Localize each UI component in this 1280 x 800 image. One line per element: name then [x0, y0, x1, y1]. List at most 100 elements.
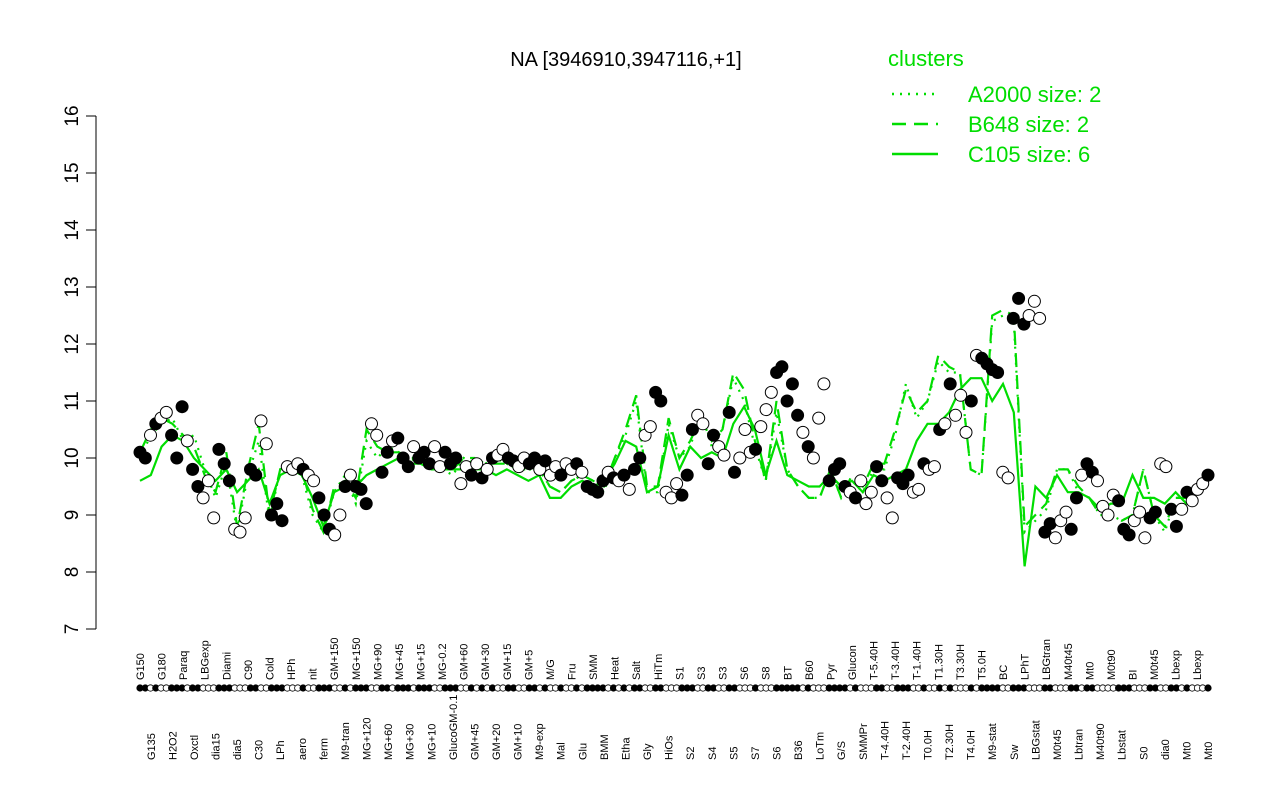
data-point — [275, 514, 289, 528]
x-tick-label: GM+10 — [513, 724, 525, 760]
data-point — [249, 468, 263, 482]
data-point — [201, 474, 215, 488]
data-point — [380, 445, 394, 459]
data-point — [186, 462, 200, 476]
data-point — [159, 405, 173, 419]
data-point — [480, 462, 494, 476]
x-tick-label: BC — [998, 665, 1010, 680]
y-tick-label: 15 — [62, 162, 83, 183]
data-point — [949, 408, 962, 422]
x-tick-label: Glucon — [847, 645, 859, 680]
data-point — [1027, 294, 1041, 308]
data-point — [633, 451, 647, 465]
data-point — [428, 440, 442, 454]
x-tick-label: M9-tran — [340, 722, 352, 760]
data-point — [359, 497, 373, 511]
data-point — [470, 457, 484, 471]
x-tick-label: SMM — [588, 654, 600, 680]
x-tick-label: LBGstat — [1030, 720, 1042, 760]
x-tick-label: G180 — [157, 653, 169, 680]
data-point — [207, 511, 221, 525]
data-point — [675, 488, 689, 502]
data-point — [685, 423, 699, 436]
data-point — [1006, 311, 1020, 325]
data-point — [701, 457, 715, 471]
x-tick-label: H2O2 — [167, 731, 179, 760]
x-tick-label: S6 — [739, 667, 751, 680]
x-tick-label: dia5 — [232, 739, 244, 760]
data-point — [1159, 460, 1173, 474]
data-point — [328, 528, 342, 542]
x-tick-label: S3 — [696, 667, 708, 680]
x-tick-label: G/S — [836, 741, 848, 760]
data-point — [912, 482, 926, 496]
data-point — [864, 485, 878, 499]
data-point — [317, 508, 331, 522]
data-point — [254, 414, 268, 428]
data-point — [1091, 474, 1104, 488]
data-point — [628, 462, 641, 476]
data-point — [1148, 505, 1162, 519]
x-tick-label: B36 — [793, 740, 805, 760]
x-tick-label: GM+5 — [523, 650, 535, 680]
y-tick-label: 14 — [62, 219, 83, 241]
x-tick-label: S1 — [674, 667, 686, 680]
x-tick-label: GM+15 — [502, 644, 514, 680]
legend-label: C105 size: 6 — [968, 142, 1090, 167]
x-tick-label: Sw — [1009, 745, 1021, 760]
x-tick-label: MG+15 — [415, 644, 427, 680]
x-tick-label: Heat — [610, 657, 622, 680]
data-point — [617, 468, 631, 482]
data-point — [354, 482, 368, 496]
x-tick-label: LBGtran — [1041, 639, 1053, 680]
x-tick-label: M0t45 — [1149, 649, 1161, 680]
data-point — [180, 434, 194, 448]
data-point — [849, 491, 862, 505]
x-tick-label: T2.30H — [944, 724, 956, 760]
data-point — [165, 428, 179, 442]
data-point — [1064, 522, 1078, 536]
series-lines — [139, 308, 1209, 567]
x-tick-label: T0.0H — [923, 730, 935, 760]
x-tick-label: G135 — [146, 733, 158, 760]
data-point — [796, 425, 810, 439]
y-tick-label: 9 — [62, 510, 83, 521]
data-point — [1075, 468, 1089, 482]
data-point — [370, 428, 384, 442]
x-tick-label: MG-0.2 — [437, 643, 449, 680]
data-point — [1048, 531, 1062, 545]
x-tick-label: M0t90 — [1106, 649, 1118, 680]
data-point — [217, 457, 231, 471]
x-tick-label: T-3.40H — [890, 641, 902, 680]
x-tick-label: aero — [297, 738, 309, 760]
data-point — [270, 497, 284, 511]
data-point — [238, 511, 252, 525]
x-tick-label: MG+150 — [351, 638, 363, 681]
data-point — [696, 417, 710, 431]
data-point — [733, 451, 747, 465]
x-tick-label: Lbexp — [1192, 650, 1204, 680]
data-point — [538, 454, 552, 468]
y-tick-label: 8 — [62, 567, 83, 578]
x-tick-label: Lbtran — [1074, 729, 1086, 760]
data-point — [1112, 494, 1126, 508]
data-point — [901, 468, 915, 482]
data-point — [654, 394, 668, 408]
data-point — [144, 428, 157, 442]
x-tick-label: Mt0 — [1084, 662, 1096, 680]
legend-title: clusters — [888, 46, 964, 71]
data-point — [964, 394, 978, 408]
x-tick-label: MG+30 — [405, 724, 417, 760]
data-point — [959, 425, 973, 439]
legend-label: A2000 size: 2 — [968, 82, 1101, 107]
x-tick-label: MG+60 — [383, 724, 395, 760]
data-point — [680, 468, 694, 482]
data-point — [870, 460, 884, 474]
data-point — [1201, 468, 1215, 482]
x-tick-label: S4 — [707, 747, 719, 760]
x-tick-label: Salt — [631, 661, 643, 680]
x-tick-label: S8 — [761, 667, 773, 680]
data-point — [196, 491, 210, 505]
x-tick-label: nit — [308, 668, 320, 680]
data-point — [407, 440, 421, 454]
